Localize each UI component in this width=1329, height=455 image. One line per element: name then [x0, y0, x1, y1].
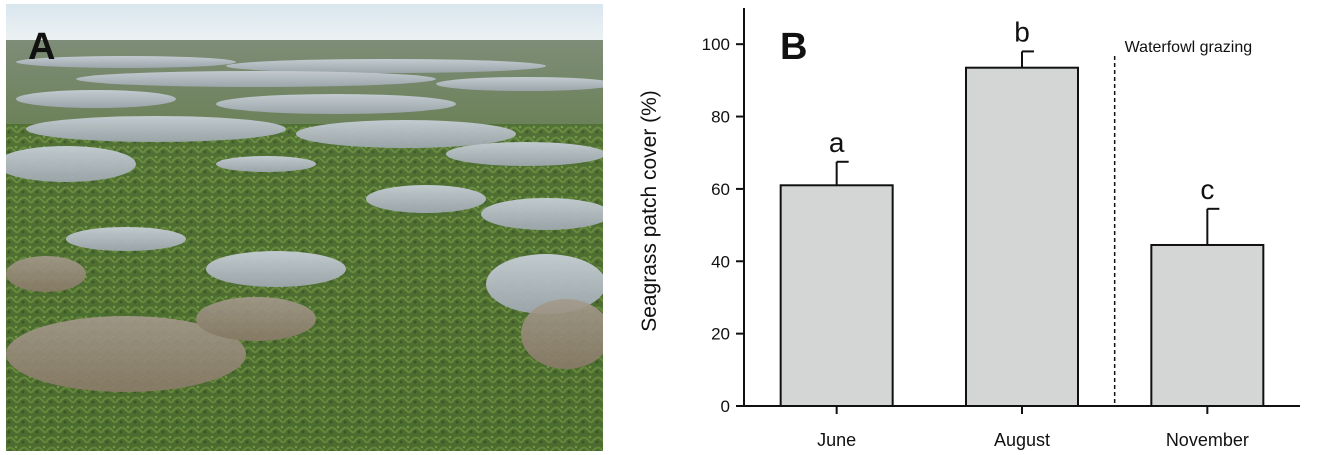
- bar-chart: Seagrass patch cover (%) 0 20 40 60 80 100 a b…: [638, 8, 1300, 450]
- panel-a-letter: A: [28, 26, 56, 68]
- x-tick-label-november: November: [1166, 430, 1249, 450]
- panel-b-letter: B: [780, 26, 808, 68]
- x-tick-label-august: August: [994, 430, 1050, 450]
- y-axis-title: Seagrass patch cover (%): [638, 90, 661, 332]
- y-tick-label: 100: [702, 35, 730, 54]
- bar-november: [1150, 243, 1265, 407]
- x-tick-label-june: June: [817, 430, 856, 450]
- y-tick-label: 80: [711, 108, 730, 127]
- y-tick-label: 20: [711, 325, 730, 344]
- bar-june: [779, 184, 894, 407]
- bar-chart-panel: Seagrass patch cover (%) 0 20 40 60 80 100 a b…: [620, 0, 1329, 455]
- grazing-annotation: Waterfowl grazing: [1125, 39, 1252, 56]
- significance-letter-june: a: [829, 127, 845, 158]
- seagrass-photo-panel: [6, 4, 603, 451]
- significance-letter-november: c: [1200, 174, 1214, 205]
- y-tick-label: 60: [711, 180, 730, 199]
- bar-august: [965, 66, 1079, 407]
- seagrass-photo: [6, 4, 603, 451]
- significance-letter-august: b: [1014, 16, 1030, 47]
- y-tick-label: 40: [711, 252, 730, 271]
- y-tick-label: 0: [721, 397, 730, 416]
